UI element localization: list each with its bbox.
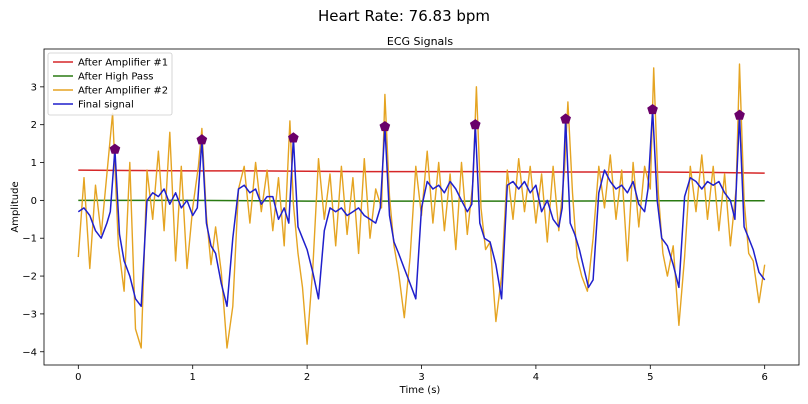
axis-ticks: 0 1 2 3 4 5 6 −4 −3 −2 −1 0 1 2 3 [22, 82, 768, 383]
x-tick-label: 6 [761, 372, 767, 383]
series-line-4 [77, 108, 766, 308]
y-tick-label: 3 [31, 82, 37, 93]
series-line-3 [77, 63, 766, 349]
series-line-2 [78, 199, 765, 202]
peak-marker [647, 103, 658, 115]
plot-area [77, 63, 766, 349]
y-tick-label: −2 [22, 272, 37, 283]
y-tick-label: −3 [22, 309, 37, 320]
x-tick-label: 0 [75, 372, 81, 383]
x-axis-label: Time (s) [399, 385, 441, 396]
legend-entry: After Amplifier #2 [78, 86, 168, 97]
legend-entry: Final signal [78, 100, 134, 111]
x-tick-label: 4 [533, 372, 539, 383]
peak-marker [196, 134, 208, 145]
y-tick-label: 0 [31, 196, 37, 207]
figure-title: Heart Rate: 76.83 bpm [318, 7, 490, 25]
peak-marker [560, 113, 571, 124]
y-tick-label: −4 [22, 347, 37, 358]
chart-title: ECG Signals [387, 35, 453, 48]
x-tick-label: 3 [418, 372, 424, 383]
x-tick-label: 2 [304, 372, 310, 383]
legend-entry: After Amplifier #1 [78, 58, 168, 69]
y-axis-label: Amplitude [10, 181, 21, 232]
y-tick-label: −1 [22, 234, 37, 245]
y-tick-label: 2 [31, 120, 37, 131]
x-tick-label: 1 [190, 372, 196, 383]
peak-marker [288, 132, 299, 143]
legend-entry: After High Pass [78, 72, 153, 83]
peak-marker [734, 109, 745, 120]
legend: After Amplifier #1 After High Pass After A… [47, 52, 173, 116]
x-tick-label: 5 [647, 372, 653, 383]
peak-marker [469, 119, 481, 130]
y-tick-label: 1 [31, 158, 37, 169]
peak-marker [379, 120, 391, 132]
peak-marker [109, 143, 121, 154]
legend-box [47, 52, 173, 116]
